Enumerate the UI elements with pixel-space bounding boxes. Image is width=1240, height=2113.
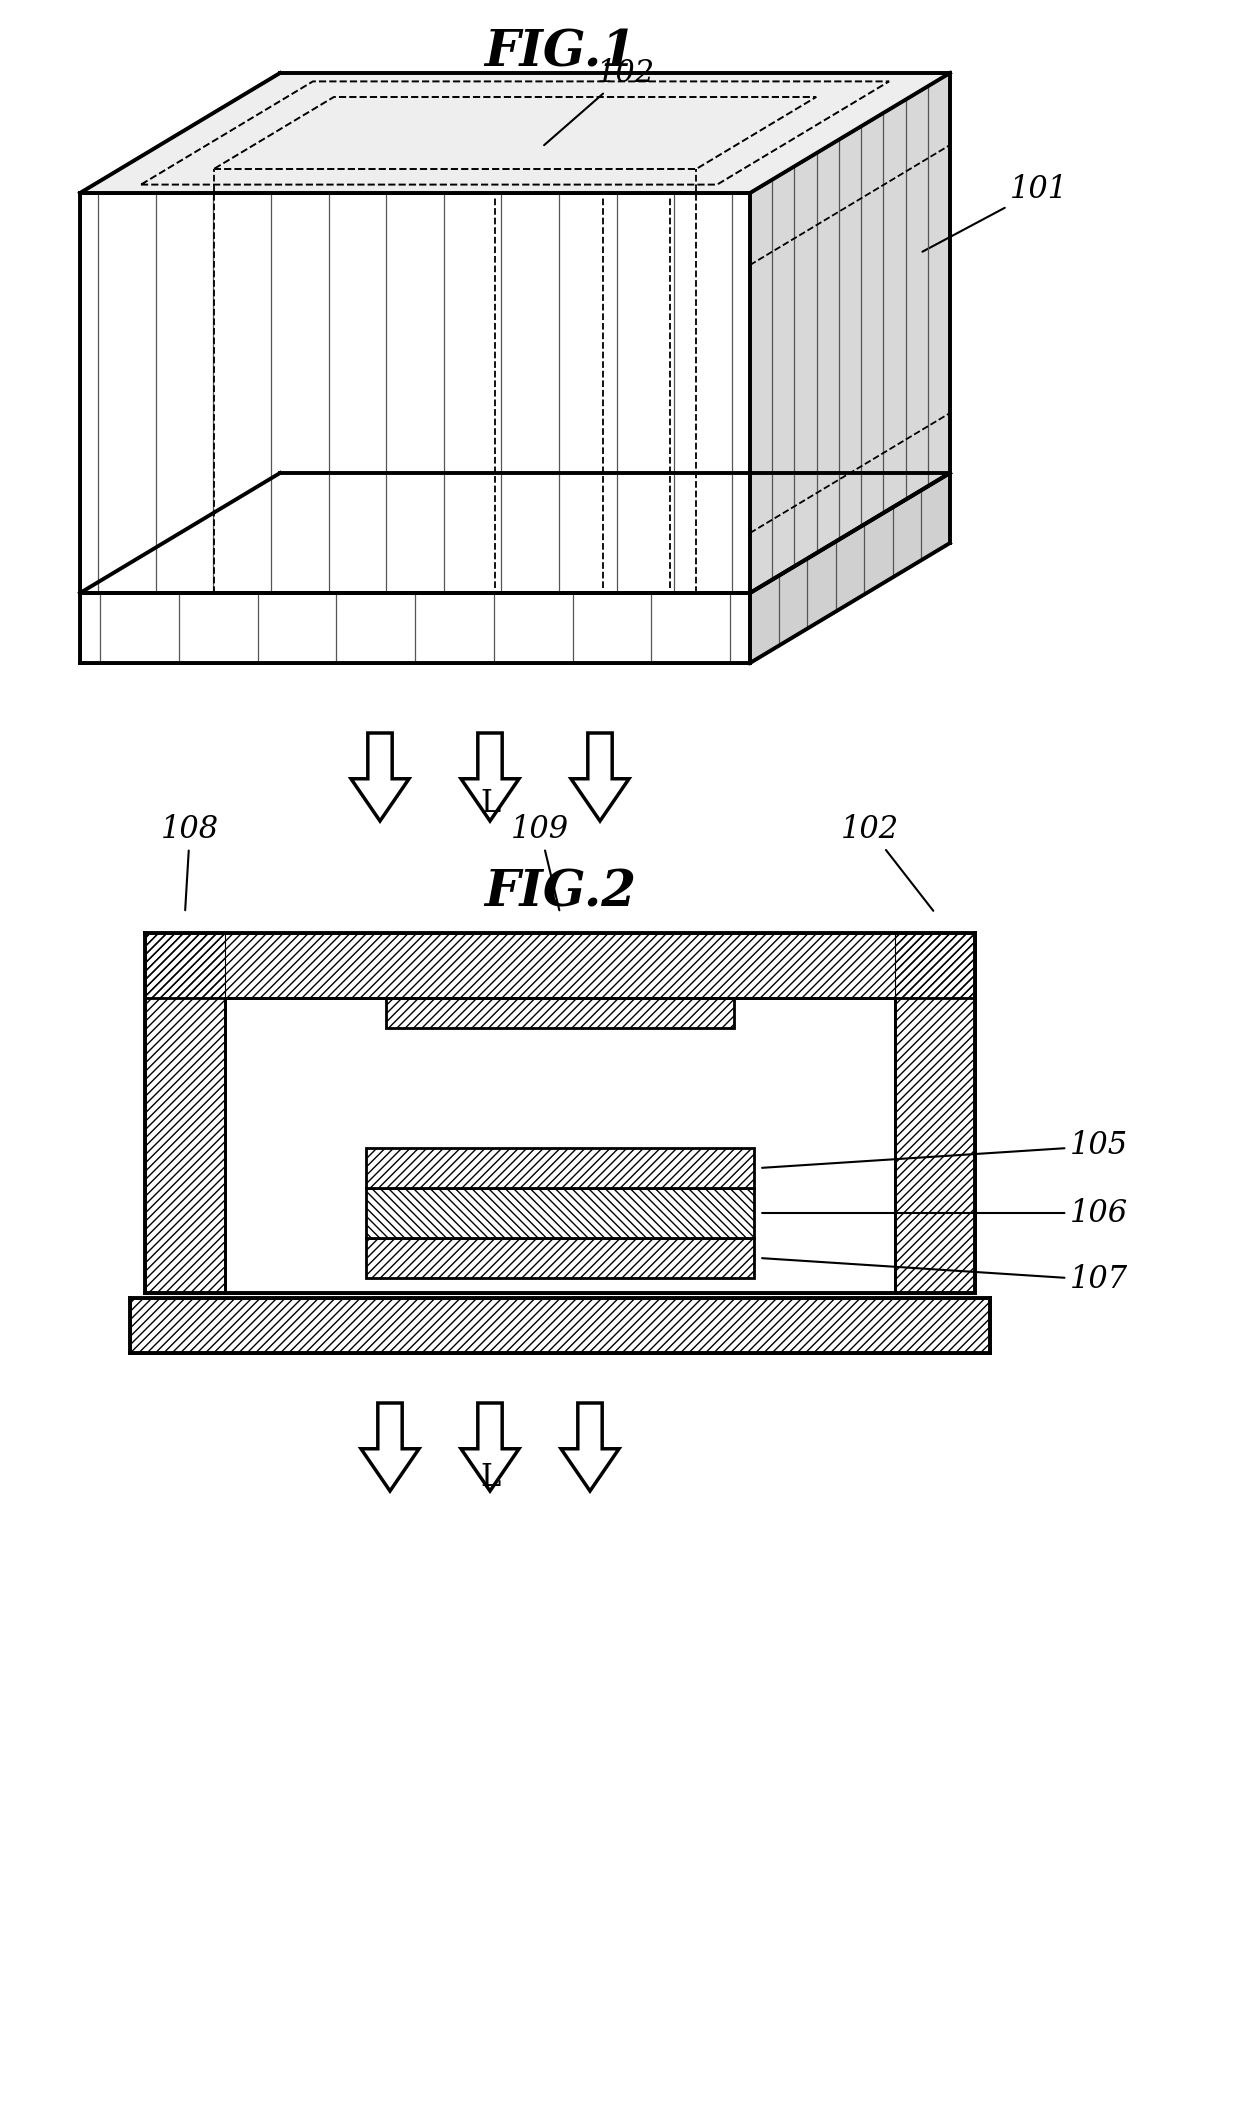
Bar xyxy=(130,1297,990,1352)
Text: 106: 106 xyxy=(763,1198,1128,1228)
Bar xyxy=(145,934,975,997)
Text: 101: 101 xyxy=(923,173,1068,251)
Text: 107: 107 xyxy=(763,1257,1128,1295)
Bar xyxy=(366,1188,754,1238)
Polygon shape xyxy=(750,473,950,663)
Polygon shape xyxy=(351,733,409,822)
Bar xyxy=(366,1238,754,1278)
Polygon shape xyxy=(361,1403,419,1492)
Polygon shape xyxy=(570,733,629,822)
Bar xyxy=(145,934,224,1293)
Bar xyxy=(366,1188,754,1238)
Bar xyxy=(895,934,975,1293)
Text: 102: 102 xyxy=(841,814,934,911)
Polygon shape xyxy=(750,74,950,594)
Bar xyxy=(224,997,895,1293)
Polygon shape xyxy=(81,594,750,663)
Polygon shape xyxy=(81,192,750,594)
Text: L: L xyxy=(480,1462,500,1494)
Bar xyxy=(366,1147,754,1188)
Bar xyxy=(130,1297,990,1352)
Bar xyxy=(386,997,734,1029)
Bar xyxy=(145,934,224,1293)
Text: 102: 102 xyxy=(544,57,655,146)
Text: 105: 105 xyxy=(763,1130,1128,1168)
Polygon shape xyxy=(461,1403,520,1492)
Text: 108: 108 xyxy=(161,814,219,911)
Bar xyxy=(366,1238,754,1278)
Bar xyxy=(145,934,975,997)
Text: FIG.1: FIG.1 xyxy=(484,27,636,78)
Polygon shape xyxy=(81,74,950,192)
Bar xyxy=(366,1147,754,1188)
Text: 109: 109 xyxy=(511,814,569,911)
Polygon shape xyxy=(81,473,950,594)
Polygon shape xyxy=(461,733,520,822)
Bar xyxy=(386,997,734,1029)
Text: FIG.2: FIG.2 xyxy=(484,868,636,917)
Text: L: L xyxy=(480,788,500,818)
Bar xyxy=(895,934,975,1293)
Polygon shape xyxy=(560,1403,619,1492)
